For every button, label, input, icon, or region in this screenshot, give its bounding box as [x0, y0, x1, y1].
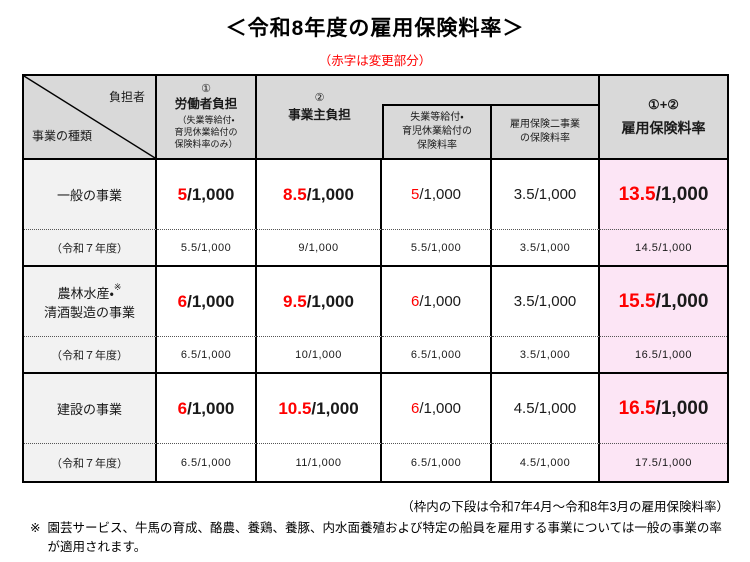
subtitle-note: （赤字は変更部分）	[318, 54, 432, 68]
cell-agriculture-prev-worker: 6.5/1,000	[157, 337, 257, 374]
worker-burden-header: ① 労働者負担 （失業等給付・ 育児休業給付の 保険料率のみ）	[157, 76, 257, 160]
cell-construction-prev-employer: 11/1,000	[257, 444, 382, 481]
cell-agriculture-two-services: 3.5/1,000	[492, 267, 600, 337]
employer-burden-title-block: ② 事業主負担	[257, 88, 382, 125]
circled-two: ②	[314, 92, 325, 104]
cell-general-total: 13.5/1,000	[600, 160, 727, 230]
employer-burden-header: ② 事業主負担 失業等給付・ 育児休業給付の 保険料率 雇用保険二事業 の保険料…	[257, 76, 600, 160]
cell-general-employer: 8.5/1,000	[257, 160, 382, 230]
corner-header-cell: 負担者 事業の種類	[24, 76, 157, 160]
total-rate-header: ①+② 雇用保険料率	[600, 76, 727, 160]
cell-agriculture-prev-employer: 10/1,000	[257, 337, 382, 374]
cell-construction-employer: 10.5/1,000	[257, 374, 382, 444]
page-title: ＜令和8年度の雇用保険料率＞	[225, 17, 525, 40]
employer-subheaders: 失業等給付・ 育児休業給付の 保険料率 雇用保険二事業 の保険料率	[382, 104, 598, 158]
diagonal-line	[24, 76, 155, 158]
cell-agriculture-worker: 6/1,000	[157, 267, 257, 337]
row-label-general-prev: （令和７年度）	[24, 230, 157, 267]
bracket-note: （枠内の下段は令和7年4月～令和8年3月の雇用保険料率）	[401, 500, 729, 514]
cell-agriculture-prev-two-services: 3.5/1,000	[492, 337, 600, 374]
worker-burden-note: （失業等給付・ 育児休業給付の 保険料率のみ）	[174, 115, 238, 149]
cell-agriculture-prev-total: 16.5/1,000	[600, 337, 727, 374]
cell-construction-benefit: 6/1,000	[382, 374, 492, 444]
cell-general-prev-benefit: 5.5/1,000	[382, 230, 492, 267]
asterisk-note-text: 園芸サービス、牛馬の育成、酪農、養鶏、養豚、内水面養殖および特定の船員を雇用する…	[47, 521, 722, 555]
cell-construction-prev-worker: 6.5/1,000	[157, 444, 257, 481]
cell-general-prev-two-services: 3.5/1,000	[492, 230, 600, 267]
worker-burden-title: 労働者負担	[174, 97, 238, 112]
two-services-rate-subheader: 雇用保険二事業 の保険料率	[510, 119, 580, 144]
benefit-rate-subheader: 失業等給付・ 育児休業給付の 保険料率	[384, 106, 492, 158]
total-formula: ①+②	[648, 96, 679, 112]
total-rate-title: 雇用保険料率	[621, 119, 706, 136]
cell-general-prev-employer: 9/1,000	[257, 230, 382, 267]
row-label-construction-prev: （令和７年度）	[24, 444, 157, 481]
cell-construction-prev-benefit: 6.5/1,000	[382, 444, 492, 481]
cell-agriculture-employer: 9.5/1,000	[257, 267, 382, 337]
row-label-construction: 建設の事業	[24, 374, 157, 444]
row-label-agriculture-prev: （令和７年度）	[24, 337, 157, 374]
cell-construction-worker: 6/1,000	[157, 374, 257, 444]
cell-agriculture-prev-benefit: 6.5/1,000	[382, 337, 492, 374]
cell-general-worker: 5/1,000	[157, 160, 257, 230]
cell-agriculture-benefit: 6/1,000	[382, 267, 492, 337]
cell-construction-two-services: 4.5/1,000	[492, 374, 600, 444]
cell-construction-prev-two-services: 4.5/1,000	[492, 444, 600, 481]
cell-general-benefit: 5/1,000	[382, 160, 492, 230]
cell-construction-total: 16.5/1,000	[600, 374, 727, 444]
footnote-mark: ※	[113, 281, 122, 292]
cell-general-two-services: 3.5/1,000	[492, 160, 600, 230]
circled-one: ①	[201, 83, 211, 95]
cell-agriculture-total: 15.5/1,000	[600, 267, 727, 337]
employer-burden-title: 事業主負担	[288, 108, 351, 123]
business-type-label: 事業の種類	[32, 129, 93, 143]
insurance-rate-table: 負担者 事業の種類 ① 労働者負担 （失業等給付・ 育児休業給付の 保険料率のみ…	[22, 74, 729, 483]
asterisk-note: ※ 園芸サービス、牛馬の育成、酪農、養鶏、養豚、内水面養殖および特定の船員を雇用…	[30, 519, 726, 558]
row-label-general: 一般の事業	[24, 160, 157, 230]
cell-general-prev-worker: 5.5/1,000	[157, 230, 257, 267]
row-label-agriculture: 農林水産・※ 清酒製造の事業	[24, 267, 157, 337]
payer-label: 負担者	[108, 90, 145, 104]
asterisk-note-marker: ※	[30, 521, 41, 535]
cell-general-prev-total: 14.5/1,000	[600, 230, 727, 267]
cell-construction-prev-total: 17.5/1,000	[600, 444, 727, 481]
